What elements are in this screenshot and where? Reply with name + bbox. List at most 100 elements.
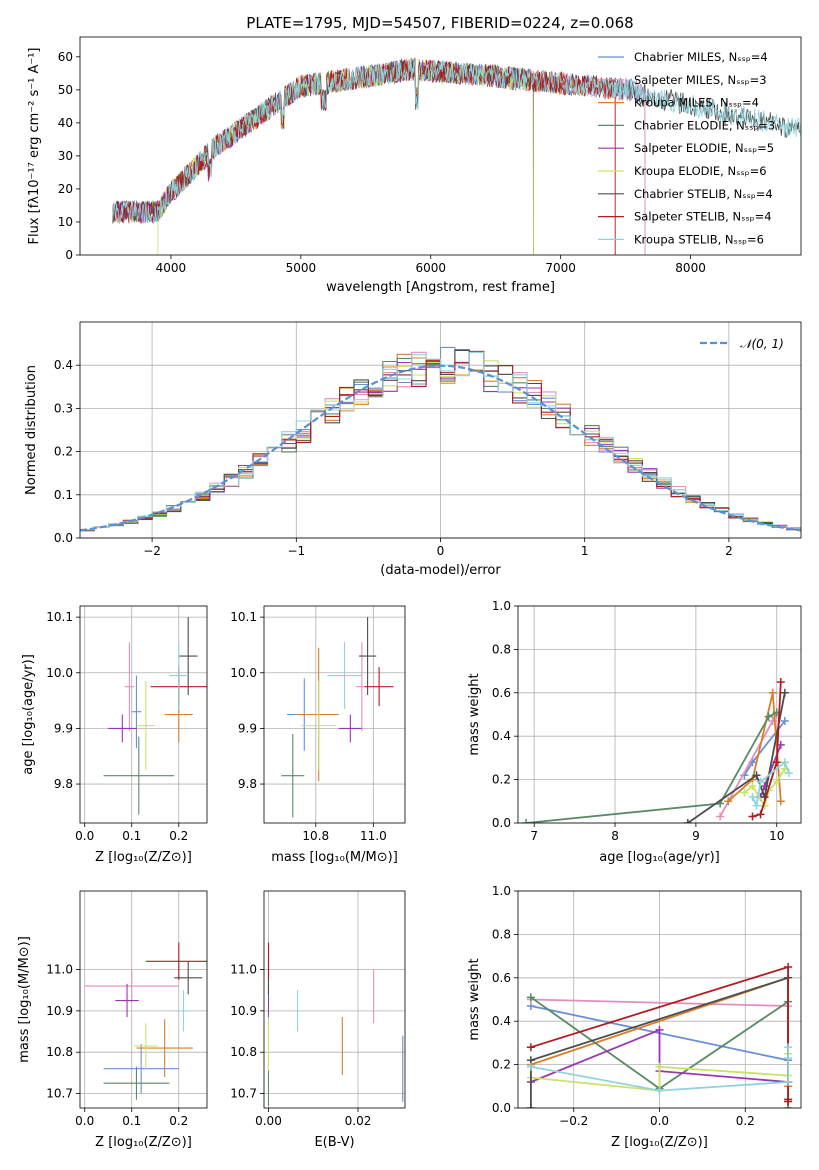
legend-label-salpeter_miles: Salpeter MILES, Nₛₛₚ=3 <box>634 73 767 87</box>
spectrum-line-kroupa_stelib <box>112 59 801 224</box>
mass_vs_z-plot-area <box>84 942 207 1100</box>
weight_vs_age-marker-kroupa_elodie-0 <box>740 788 749 797</box>
mass_vs_z-axes: 0.0 0.1 0.2 10.7 10.8 10.9 11.0 Z [log₁₀(Z/Z⊙)]… <box>17 890 208 1150</box>
spectrum-frame <box>79 36 802 256</box>
age_vs_z-ytick-label-1: 9.9 <box>54 721 73 735</box>
age_vs_mass-ytick-label-3: 10.1 <box>230 610 257 624</box>
weight_vs_age-marker-salpeter_miles-0 <box>716 812 725 821</box>
weight_vs_age-xtick-label-3: 10 <box>769 829 784 843</box>
spectrum-xtick-label-0: 4000 <box>156 261 187 275</box>
weight_vs_age-ytick-label-3: 0.6 <box>492 686 511 700</box>
age_vs_z-plot-area <box>103 617 207 815</box>
plot-layer: 4000 5000 6000 7000 80000102030405060wavelen… <box>17 36 802 1150</box>
mass_vs_z-ytick-label-3: 11.0 <box>46 963 73 977</box>
weight_vs_age-marker-chabrier_elodie-0 <box>522 819 531 823</box>
weight_vs_age-xtick-label-2: 9 <box>692 829 700 843</box>
age_vs_mass-xtick-label-0: 10.8 <box>302 829 329 843</box>
mass_vs_ebv-ytick-label-0: 10.7 <box>230 1087 257 1101</box>
spectrum-ytick-label-4: 40 <box>58 116 73 130</box>
weight_vs_z-ytick-label-4: 0.8 <box>492 927 511 941</box>
weight_vs_age-plot-area <box>522 677 793 823</box>
weight_vs_age-ytick-label-5: 1.0 <box>492 599 511 613</box>
spectrum-xtick-label-3: 7000 <box>545 261 576 275</box>
residuals-xtick-label-2: 0 <box>437 544 445 558</box>
weight_vs_z-marker-salpeter_stelib-1 <box>784 962 793 971</box>
spectrum-axes: 4000 5000 6000 7000 8000 0 10 20 30 40 50 60 wavelen… <box>27 36 802 295</box>
spectrum-ytick-label-0: 0 <box>65 248 73 262</box>
weight_vs_z-ytick-label-2: 0.4 <box>492 1014 511 1028</box>
weight_vs_z-xtick-label-0: −0.2 <box>559 1114 588 1128</box>
legend-label-kroupa_miles: Kroupa MILES, Nₛₛₚ=4 <box>634 96 759 110</box>
weight_vs_age-marker-kroupa_stelib-3 <box>780 758 789 767</box>
spectrum-xlabel: wavelength [Angstrom, rest frame] <box>326 280 555 295</box>
weight_vs_z-marker-chabrier_elodie-0 <box>526 993 535 1002</box>
weight_vs_z-marker-kroupa_stelib-1 <box>655 1086 664 1095</box>
spectrum-ytick-label-5: 50 <box>58 83 73 97</box>
age_vs_mass-xtick-label-1: 11.0 <box>360 829 387 843</box>
mass_vs_z-ytick-label-0: 10.7 <box>46 1087 73 1101</box>
age_vs_mass-frame <box>263 605 406 824</box>
weight_vs_age-xlabel: age [log₁₀(age/yr)] <box>599 850 720 865</box>
weight_vs_z-marker-salpeter_elodie-1 <box>655 1025 664 1034</box>
weight_vs_age-marker-kroupa_miles-3 <box>776 797 785 806</box>
legend-label-salpeter_stelib: Salpeter STELIB, Nₛₛₚ=4 <box>634 210 772 224</box>
spectrum-ytick-label-2: 20 <box>58 182 73 196</box>
hist-legend-label: 𝒩(0, 1) <box>740 337 784 351</box>
normal-curve <box>80 364 801 532</box>
weight_vs_z-marker-salpeter_stelib-0 <box>526 1043 535 1052</box>
weight_vs_age-frame <box>517 605 802 824</box>
residuals-ytick-label-0: 0.0 <box>54 531 73 545</box>
age_vs_z-axes: 0.0 0.1 0.2 9.8 9.9 10.0 10.1 Z [log₁₀(Z/Z⊙)] ag… <box>21 605 208 865</box>
weight_vs_z-marker-salpeter_stelib-3 <box>784 1095 793 1104</box>
weight_vs_z-marker-kroupa_stelib-2 <box>784 1077 793 1086</box>
weight_vs_age-ytick-label-4: 0.8 <box>492 642 511 656</box>
weight_vs_age-marker-salpeter_stelib-0 <box>748 812 757 821</box>
residuals-xlabel: (data-model)/error <box>380 563 501 578</box>
spectrum-xtick-label-2: 6000 <box>415 261 446 275</box>
age_vs_z-ytick-label-2: 10.0 <box>46 666 73 680</box>
weight_vs_age-ylabel: mass weight <box>467 673 482 755</box>
mass_vs_ebv-frame <box>263 890 406 1109</box>
age_vs_mass-plot-area <box>281 617 394 818</box>
weight_vs_z-line-salpeter_elodie <box>530 1028 789 1083</box>
spectrum-ytick-label-6: 60 <box>58 50 73 64</box>
weight_vs_age-axes: 7 8 9 10 0.0 0.2 0.4 0.6 0.8 1.0 age [log₁₀(age/yr… <box>467 599 802 865</box>
weight_vs_age-marker-chabrier_stelib-0 <box>683 819 692 823</box>
age_vs_z-ytick-label-0: 9.8 <box>54 777 73 791</box>
age_vs_z-xtick-label-1: 0.1 <box>122 829 141 843</box>
residuals-plot-area <box>80 346 801 532</box>
residuals-xtick-label-4: 2 <box>725 544 733 558</box>
spectrum-xtick-label-1: 5000 <box>286 261 317 275</box>
mass_vs_z-xtick-label-2: 0.2 <box>169 1114 188 1128</box>
weight_vs_z-plot-area <box>526 962 793 1108</box>
weight_vs_age-marker-kroupa_elodie-1 <box>748 782 757 791</box>
mass_vs_ebv-xtick-label-1: 0.02 <box>345 1114 372 1128</box>
age_vs_z-ylabel: age [log₁₀(age/yr)] <box>21 654 36 775</box>
weight_vs_z-ytick-label-3: 0.6 <box>492 971 511 985</box>
age_vs_mass-axes: 10.8 11.0 9.8 9.9 10.0 10.1 mass [log₁₀(M/M⊙)] <box>230 605 406 865</box>
weight_vs_age-marker-chabrier_stelib-3 <box>780 688 789 697</box>
weight_vs_age-xtick-label-1: 8 <box>611 829 619 843</box>
mass_vs_ebv-ytick-label-3: 11.0 <box>230 963 257 977</box>
mass_vs_ebv-xlabel: E(B-V) <box>314 1135 354 1150</box>
weight_vs_age-line-chabrier_elodie <box>526 711 778 823</box>
weight_vs_age-marker-chabrier_elodie-2 <box>764 712 773 721</box>
weight_vs_z-marker-kroupa_elodie-2 <box>655 1062 664 1071</box>
weight_vs_z-marker-kroupa_stelib-3 <box>784 1043 793 1052</box>
weight_vs_age-marker-kroupa_miles-0 <box>724 797 733 806</box>
weight_vs_age-marker-chabrier_miles-2 <box>780 717 789 726</box>
weight_vs_z-ytick-label-0: 0.0 <box>492 1101 511 1115</box>
weight_vs_age-ytick-label-2: 0.4 <box>492 729 511 743</box>
legend-label-salpeter_elodie: Salpeter ELODIE, Nₛₛₚ=5 <box>634 141 774 155</box>
weight_vs_age-marker-chabrier_stelib-1 <box>752 771 761 780</box>
legend-label-kroupa_elodie: Kroupa ELODIE, Nₛₛₚ=6 <box>634 164 767 178</box>
mass_vs_z-ytick-label-2: 10.9 <box>46 1004 73 1018</box>
age_vs_mass-ytick-label-0: 9.8 <box>238 777 257 791</box>
weight_vs_z-marker-kroupa_stelib-4 <box>784 1054 793 1063</box>
mass_vs_z-ylabel: mass [log₁₀(M/M⊙)] <box>17 936 32 1063</box>
spectrum-title: PLATE=1795, MJD=54507, FIBERID=0224, z=0… <box>246 14 633 32</box>
mass_vs_ebv-ytick-label-2: 10.9 <box>230 1004 257 1018</box>
spectrum-ytick-label-3: 30 <box>58 149 73 163</box>
